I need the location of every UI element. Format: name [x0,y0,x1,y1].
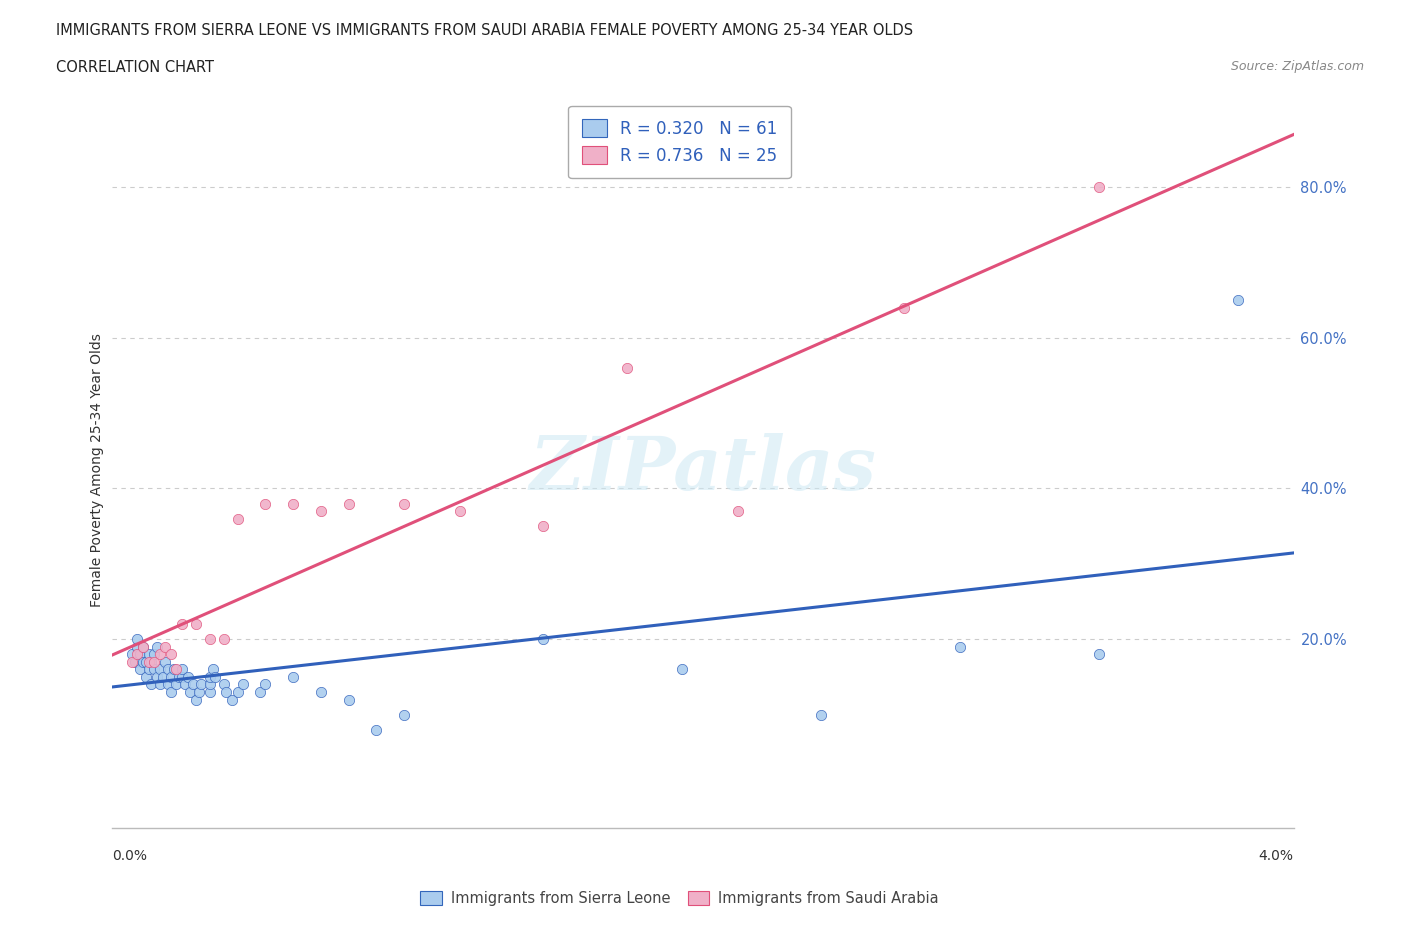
Point [149,662,172,677]
Point [157,677,180,692]
Point [165,662,187,677]
Point [531,519,554,534]
Point [181,677,204,692]
Point [366,723,388,737]
Point [160,647,183,662]
Point [135,670,157,684]
Point [132,639,155,654]
Point [127,639,149,654]
Point [394,496,416,511]
Point [187,684,209,699]
Point [198,631,221,646]
Text: Source: ZipAtlas.com: Source: ZipAtlas.com [1230,60,1364,73]
Text: 4.0%: 4.0% [1258,849,1294,863]
Point [138,655,160,670]
Point [135,655,157,670]
Point [127,631,149,646]
Point [141,655,163,670]
Point [449,504,471,519]
Point [215,684,238,699]
Point [132,639,155,654]
Point [146,670,169,684]
Point [810,707,832,722]
Point [138,647,160,662]
Point [309,684,332,699]
Point [149,647,172,662]
Point [138,662,160,677]
Point [170,617,193,631]
Point [254,496,277,511]
Point [893,300,915,315]
Point [727,504,749,519]
Point [149,677,172,692]
Point [204,670,226,684]
Point [949,639,972,654]
Point [309,504,332,519]
Point [394,707,416,722]
Point [1088,179,1111,194]
Point [184,692,207,707]
Point [160,684,183,699]
Point [337,496,360,511]
Point [146,639,169,654]
Legend: Immigrants from Sierra Leone, Immigrants from Saudi Arabia: Immigrants from Sierra Leone, Immigrants… [412,884,946,913]
Point [616,361,638,376]
Point [232,677,254,692]
Point [198,677,221,692]
Point [337,692,360,707]
Point [143,662,166,677]
Point [249,684,271,699]
Point [132,655,155,670]
Point [170,670,193,684]
Point [212,677,235,692]
Point [141,677,163,692]
Point [124,655,146,670]
Point [160,670,183,684]
Text: CORRELATION CHART: CORRELATION CHART [56,60,214,75]
Point [165,677,187,692]
Point [671,662,693,677]
Point [155,655,177,670]
Point [127,647,149,662]
Point [184,617,207,631]
Point [254,677,277,692]
Point [221,692,243,707]
Point [121,655,143,670]
Point [179,684,201,699]
Text: 0.0%: 0.0% [112,849,148,863]
Text: IMMIGRANTS FROM SIERRA LEONE VS IMMIGRANTS FROM SAUDI ARABIA FEMALE POVERTY AMON: IMMIGRANTS FROM SIERRA LEONE VS IMMIGRAN… [56,23,914,38]
Point [190,677,212,692]
Point [143,655,166,670]
Point [281,670,304,684]
Point [226,512,249,526]
Point [167,670,190,684]
Point [198,684,221,699]
Point [162,662,184,677]
Point [1088,647,1111,662]
Point [143,647,166,662]
Point [157,662,180,677]
Point [129,662,152,677]
Point [212,631,235,646]
Point [281,496,304,511]
Point [152,670,174,684]
Point [198,670,221,684]
Point [531,631,554,646]
Point [173,677,195,692]
Y-axis label: Female Poverty Among 25-34 Year Olds: Female Poverty Among 25-34 Year Olds [90,333,104,606]
Point [129,647,152,662]
Point [170,662,193,677]
Point [1226,293,1249,308]
Point [226,684,249,699]
Point [201,662,224,677]
Point [155,639,177,654]
Text: ZIPatlas: ZIPatlas [530,433,876,506]
Point [121,647,143,662]
Point [176,670,198,684]
